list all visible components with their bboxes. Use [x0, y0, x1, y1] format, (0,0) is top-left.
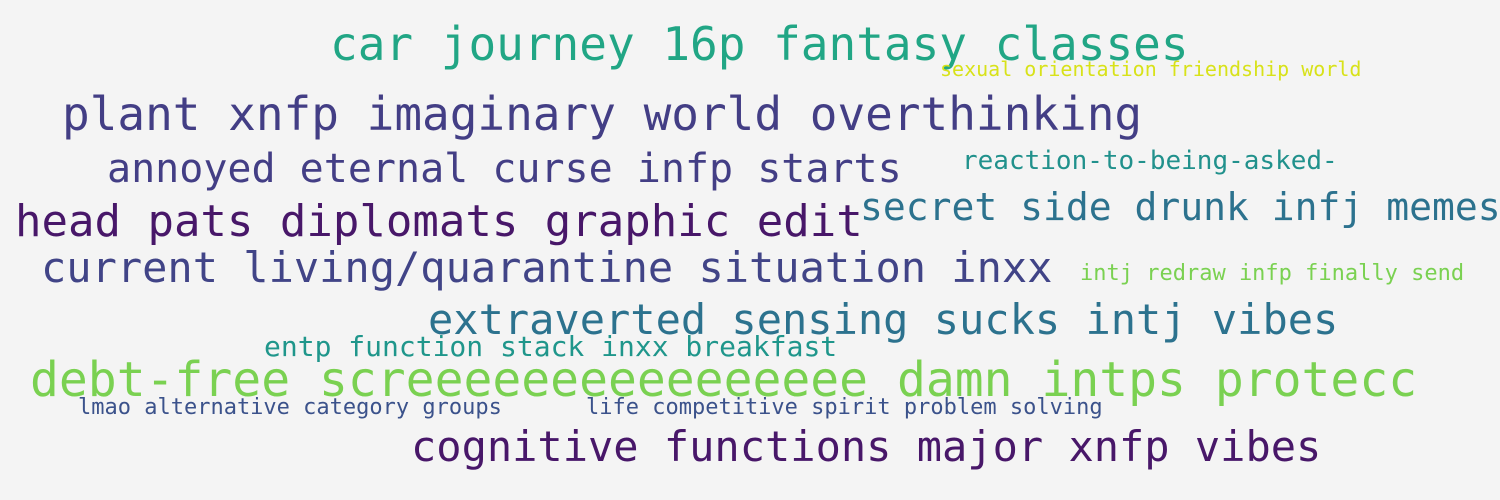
word-phrase: head pats diplomats graphic edit [15, 196, 863, 247]
word-phrase: annoyed eternal curse infp starts [107, 146, 902, 192]
word-phrase: life competitive spirit problem solving [586, 395, 1103, 420]
word-phrase: secret side drunk infj memes [860, 185, 1500, 229]
word-phrase: reaction-to-being-asked- [962, 146, 1338, 176]
word-phrase: entp function stack inxx breakfast [264, 330, 838, 363]
word-phrase: car journey 16p fantasy classes [330, 17, 1189, 71]
word-phrase: debt-free screeeeeeeeeeeeeeee damn intps… [30, 352, 1418, 408]
word-phrase: cognitive functions major xnfp vibes [411, 422, 1322, 471]
word-phrase: intj redraw infp finally send [1080, 261, 1465, 286]
word-phrase: plant xnfp imaginary world overthinking [62, 87, 1143, 141]
word-phrase: lmao alternative category groups [78, 395, 502, 420]
word-phrase: extraverted sensing sucks intj vibes [428, 295, 1339, 344]
word-phrase: sexual orientation friendship world [940, 57, 1362, 81]
word-phrase: current living/quarantine situation inxx [41, 243, 1053, 292]
